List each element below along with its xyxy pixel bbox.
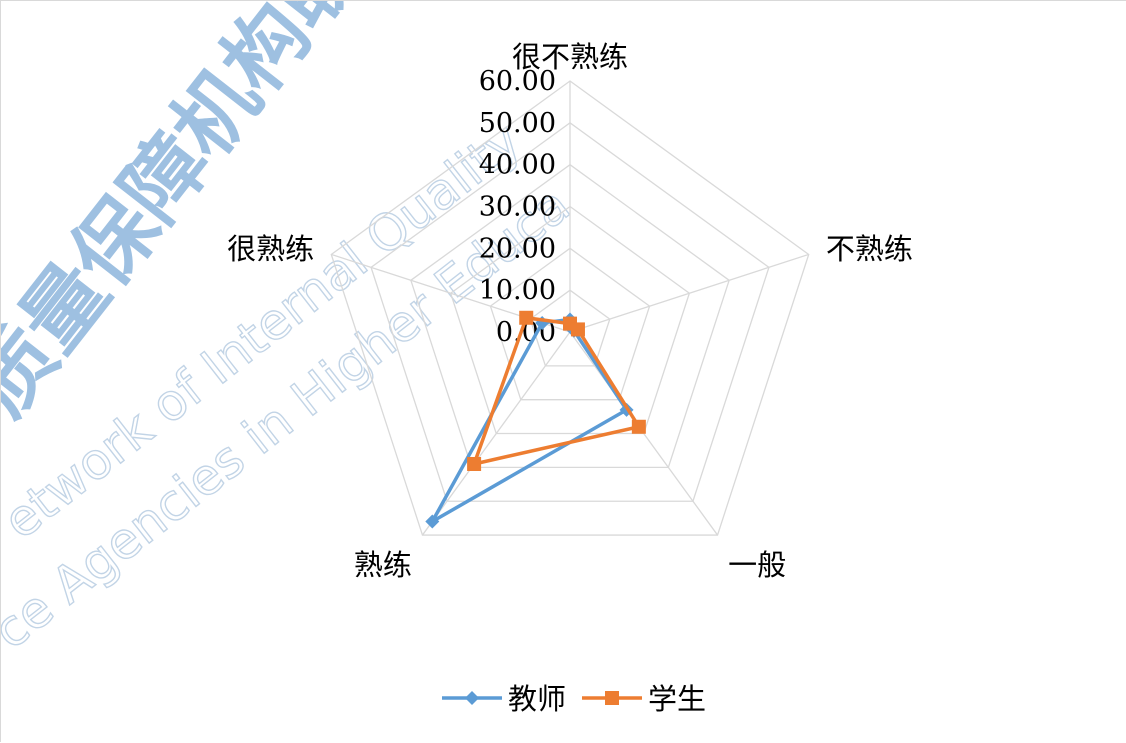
data-point-marker xyxy=(570,322,585,337)
data-point-marker xyxy=(519,310,534,325)
grid-ring xyxy=(529,289,611,367)
grid-spoke xyxy=(569,253,809,333)
grid-ring xyxy=(410,163,730,469)
tick-label: 30.00 xyxy=(479,192,556,223)
legend-label: 教师 xyxy=(508,682,566,716)
data-point-marker xyxy=(605,691,619,705)
category-label: 很不熟练 xyxy=(512,40,628,74)
data-point-marker xyxy=(465,691,479,705)
watermark: 质量保障机构联 etwork of Internal Quality ce Ag… xyxy=(1,1,581,661)
grid-spoke xyxy=(421,331,571,536)
tick-label: 40.00 xyxy=(479,150,556,181)
tick-label: 20.00 xyxy=(479,233,556,264)
legend-label: 学生 xyxy=(648,682,706,716)
legend-item: 教师 xyxy=(442,682,566,716)
grid-ring xyxy=(330,80,810,536)
category-label: 一般 xyxy=(728,548,786,582)
category-label: 不熟练 xyxy=(826,232,913,266)
tick-label: 50.00 xyxy=(479,108,556,139)
data-point-marker xyxy=(467,456,482,471)
series-group xyxy=(467,310,646,471)
data-point-marker xyxy=(425,514,440,529)
grid-ring xyxy=(449,205,691,435)
series-line xyxy=(430,317,629,524)
grid-ring xyxy=(370,122,770,502)
data-point-marker xyxy=(631,419,646,434)
tick-label: 10.00 xyxy=(479,275,556,306)
tick-label: 60.00 xyxy=(479,66,556,97)
category-label: 熟练 xyxy=(354,548,412,582)
grid-ring xyxy=(489,247,651,401)
legend: 教师 学生 xyxy=(442,682,706,716)
series-layer xyxy=(425,310,646,529)
category-label: 很熟练 xyxy=(227,232,314,266)
legend-item: 学生 xyxy=(582,682,706,716)
